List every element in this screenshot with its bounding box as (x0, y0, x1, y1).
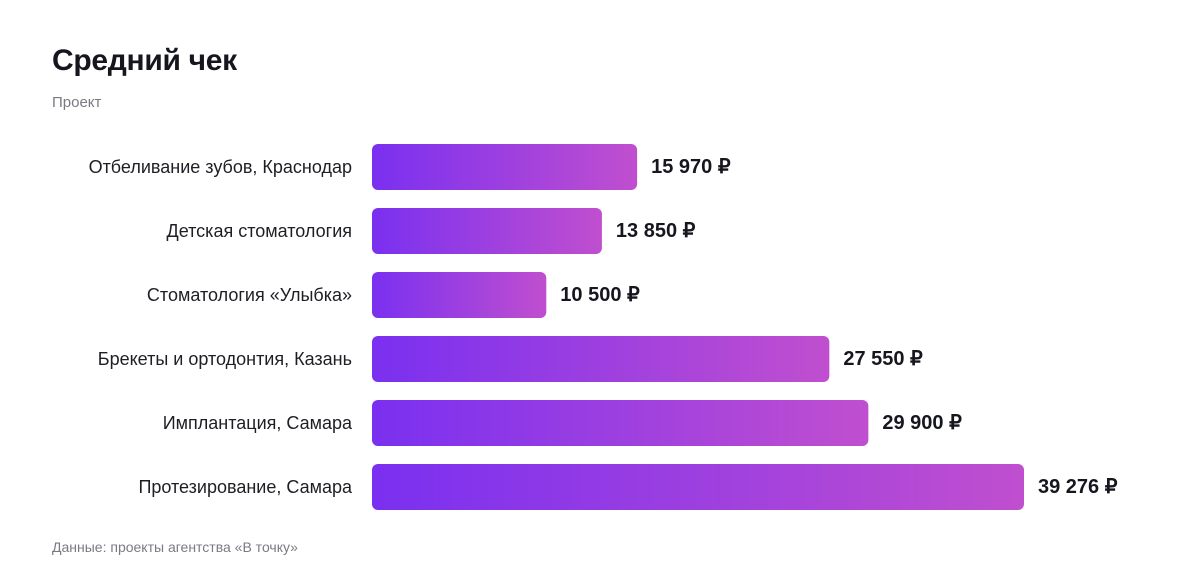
value-label: 13 850 ₽ (616, 220, 696, 242)
value-label: 15 970 ₽ (651, 156, 731, 178)
source-note: Данные: проекты агентства «В точку» (52, 539, 298, 555)
bar (372, 400, 869, 446)
bar (372, 144, 638, 190)
chart-subtitle: Проект (52, 94, 102, 111)
bar (372, 464, 1024, 510)
value-label: 27 550 ₽ (843, 348, 923, 370)
chart-title: Средний чек (52, 44, 237, 77)
category-label: Стоматология «Улыбка» (147, 285, 352, 305)
value-label: 39 276 ₽ (1038, 476, 1118, 498)
category-label: Брекеты и ортодонтия, Казань (98, 349, 352, 369)
category-label: Отбеливание зубов, Краснодар (89, 157, 352, 177)
category-label: Имплантация, Самара (163, 413, 353, 433)
bar (372, 208, 602, 254)
category-label: Детская стоматология (167, 221, 352, 241)
value-label: 10 500 ₽ (560, 284, 640, 306)
category-label: Протезирование, Самара (138, 477, 353, 497)
bar (372, 336, 830, 382)
bar (372, 272, 547, 318)
value-label: 29 900 ₽ (882, 412, 962, 434)
bars-layer: Отбеливание зубов, Краснодар 15 970 ₽ Детс… (89, 144, 1118, 510)
